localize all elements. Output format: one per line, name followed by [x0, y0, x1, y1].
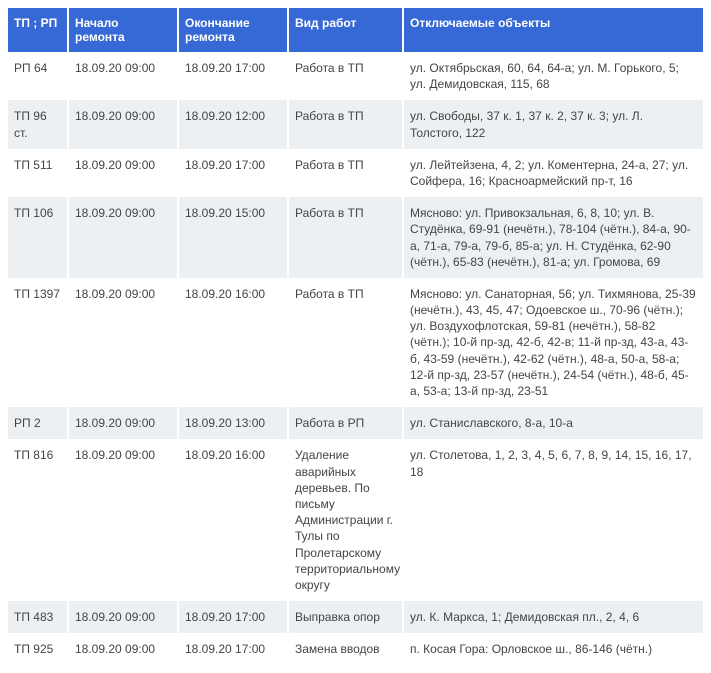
cell-end: 18.09.20 17:00: [178, 633, 288, 665]
cell-end: 18.09.20 17:00: [178, 52, 288, 100]
cell-objects: ул. Станиславского, 8-а, 10-а: [403, 407, 703, 439]
cell-work-type: Работа в ТП: [288, 52, 403, 100]
cell-tp-rp: ТП 483: [8, 601, 68, 633]
outage-schedule-table: ТП ; РП Начало ремонта Окончание ремонта…: [8, 8, 703, 665]
cell-objects: Мясново: ул. Привокзальная, 6, 8, 10; ул…: [403, 197, 703, 278]
cell-tp-rp: ТП 816: [8, 439, 68, 601]
cell-work-type: Замена вводов: [288, 633, 403, 665]
cell-tp-rp: ТП 925: [8, 633, 68, 665]
table-row: ТП 925 18.09.20 09:00 18.09.20 17:00 Зам…: [8, 633, 703, 665]
cell-start: 18.09.20 09:00: [68, 439, 178, 601]
cell-end: 18.09.20 15:00: [178, 197, 288, 278]
cell-start: 18.09.20 09:00: [68, 149, 178, 197]
cell-objects: ул. Октябрьская, 60, 64, 64-а; ул. М. Го…: [403, 52, 703, 100]
cell-start: 18.09.20 09:00: [68, 407, 178, 439]
cell-start: 18.09.20 09:00: [68, 633, 178, 665]
col-header-work-type: Вид работ: [288, 8, 403, 52]
cell-end: 18.09.20 17:00: [178, 149, 288, 197]
cell-objects: ул. Свободы, 37 к. 1, 37 к. 2, 37 к. 3; …: [403, 100, 703, 148]
cell-start: 18.09.20 09:00: [68, 100, 178, 148]
cell-work-type: Удаление аварийных деревьев. По письму А…: [288, 439, 403, 601]
table-body: РП 64 18.09.20 09:00 18.09.20 17:00 Рабо…: [8, 52, 703, 665]
cell-start: 18.09.20 09:00: [68, 52, 178, 100]
table-row: ТП 1397 18.09.20 09:00 18.09.20 16:00 Ра…: [8, 278, 703, 407]
table-header-row: ТП ; РП Начало ремонта Окончание ремонта…: [8, 8, 703, 52]
cell-objects: п. Косая Гора: Орловское ш., 86-146 (чёт…: [403, 633, 703, 665]
cell-start: 18.09.20 09:00: [68, 197, 178, 278]
cell-objects: ул. Лейтейзена, 4, 2; ул. Коментерна, 24…: [403, 149, 703, 197]
col-header-start: Начало ремонта: [68, 8, 178, 52]
col-header-tp-rp: ТП ; РП: [8, 8, 68, 52]
cell-work-type: Работа в ТП: [288, 278, 403, 407]
col-header-objects: Отключаемые объекты: [403, 8, 703, 52]
cell-end: 18.09.20 16:00: [178, 278, 288, 407]
cell-work-type: Работа в ТП: [288, 149, 403, 197]
table-row: РП 2 18.09.20 09:00 18.09.20 13:00 Работ…: [8, 407, 703, 439]
cell-work-type: Работа в ТП: [288, 100, 403, 148]
cell-work-type: Работа в ТП: [288, 197, 403, 278]
table-row: РП 64 18.09.20 09:00 18.09.20 17:00 Рабо…: [8, 52, 703, 100]
table-row: ТП 96 ст. 18.09.20 09:00 18.09.20 12:00 …: [8, 100, 703, 148]
cell-work-type: Выправка опор: [288, 601, 403, 633]
cell-tp-rp: ТП 1397: [8, 278, 68, 407]
col-header-end: Окончание ремонта: [178, 8, 288, 52]
cell-tp-rp: ТП 96 ст.: [8, 100, 68, 148]
cell-start: 18.09.20 09:00: [68, 278, 178, 407]
cell-end: 18.09.20 16:00: [178, 439, 288, 601]
cell-start: 18.09.20 09:00: [68, 601, 178, 633]
cell-work-type: Работа в РП: [288, 407, 403, 439]
cell-tp-rp: ТП 106: [8, 197, 68, 278]
cell-end: 18.09.20 17:00: [178, 601, 288, 633]
table-row: ТП 483 18.09.20 09:00 18.09.20 17:00 Вып…: [8, 601, 703, 633]
cell-tp-rp: ТП 511: [8, 149, 68, 197]
cell-objects: ул. Столетова, 1, 2, 3, 4, 5, 6, 7, 8, 9…: [403, 439, 703, 601]
cell-tp-rp: РП 2: [8, 407, 68, 439]
cell-end: 18.09.20 12:00: [178, 100, 288, 148]
table-row: ТП 511 18.09.20 09:00 18.09.20 17:00 Раб…: [8, 149, 703, 197]
cell-tp-rp: РП 64: [8, 52, 68, 100]
cell-objects: ул. К. Маркса, 1; Демидовская пл., 2, 4,…: [403, 601, 703, 633]
cell-objects: Мясново: ул. Санаторная, 56; ул. Тихмяно…: [403, 278, 703, 407]
table-row: ТП 816 18.09.20 09:00 18.09.20 16:00 Уда…: [8, 439, 703, 601]
cell-end: 18.09.20 13:00: [178, 407, 288, 439]
table-row: ТП 106 18.09.20 09:00 18.09.20 15:00 Раб…: [8, 197, 703, 278]
